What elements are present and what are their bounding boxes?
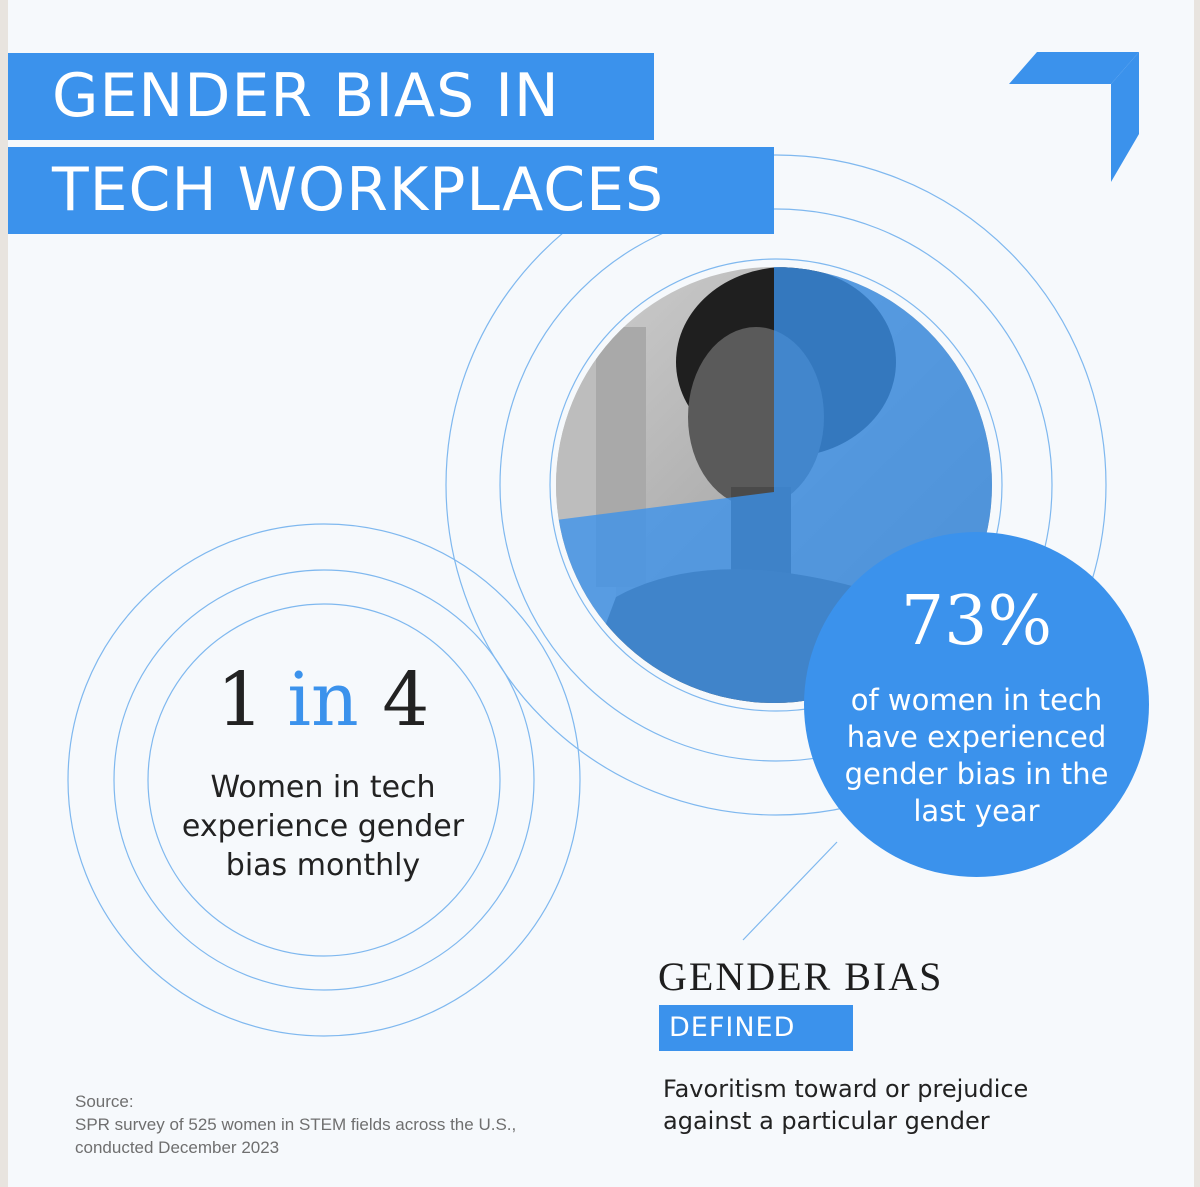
ratio-right: 4: [382, 657, 430, 743]
secondary-stat-ratio: 1 in 4: [168, 660, 478, 740]
connector-line: [742, 841, 838, 941]
definition-text: Favoritism toward or prejudice against a…: [663, 1075, 1029, 1135]
source-text: SPR survey of 525 women in STEM fields a…: [75, 1115, 517, 1157]
title-line-2: TECH WORKPLACES: [8, 147, 774, 234]
primary-stat-circle: 73% of women in tech have experienced ge…: [804, 532, 1149, 877]
decorative-rings: [67, 154, 1107, 1037]
source-note: Source: SPR survey of 525 women in STEM …: [75, 1090, 535, 1159]
ratio-mid: in: [287, 657, 359, 743]
definition-heading: GENDER BIAS: [658, 954, 944, 999]
source-label: Source:: [75, 1092, 134, 1111]
ratio-left: 1: [216, 657, 264, 743]
primary-stat-caption: of women in tech have experienced gender…: [844, 683, 1109, 828]
infographic-canvas: GENDER BIAS IN TECH WORKPLACES 73% of wo…: [8, 0, 1194, 1187]
definition-tag: DEFINED: [659, 1005, 853, 1051]
primary-stat-value: 73%: [900, 582, 1053, 661]
corner-arrow-logo-icon: [1009, 52, 1139, 182]
secondary-stat-caption: Women in tech experience gender bias mon…: [181, 770, 465, 883]
title-line-1: GENDER BIAS IN: [8, 53, 654, 140]
